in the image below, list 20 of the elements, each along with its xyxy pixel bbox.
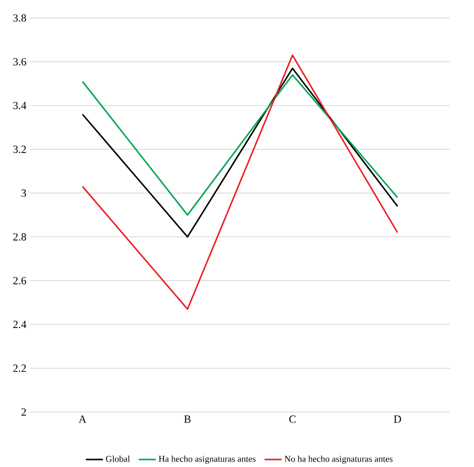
legend-label: Ha hecho asignaturas antes [158,455,256,464]
x-tick-label: C [289,415,296,423]
y-tick-label: 3 [22,189,26,197]
y-tick-label: 2.8 [13,233,26,240]
x-tick-label: A [78,415,86,423]
y-tick-label: 2.6 [13,276,26,284]
legend-label: No ha hecho asignaturas antes [284,455,393,464]
y-tick-label: 2 [21,408,26,416]
line-series [82,54,398,310]
x-tick-label: D [394,415,402,423]
y-tick-label: 3.4 [13,102,26,110]
y-tick-label: 3.8 [13,14,26,22]
y-tick-label: 3.6 [13,58,26,66]
y-tick-label: 2.2 [13,364,26,372]
y-tick-label: 3.2 [13,145,26,153]
line-series [82,74,398,216]
y-tick-label: 2.4 [13,320,26,328]
x-tick-label: B [184,415,191,423]
legend-label: Global [106,455,130,462]
line-series [82,67,398,238]
